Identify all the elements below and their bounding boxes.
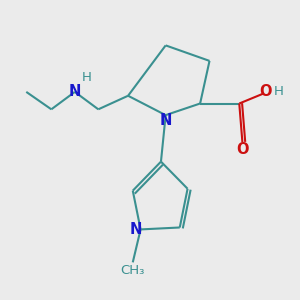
Text: O: O	[259, 84, 272, 99]
Text: N: N	[160, 113, 172, 128]
Text: O: O	[236, 142, 249, 157]
Text: N: N	[69, 84, 81, 99]
Text: H: H	[274, 85, 284, 98]
Text: H: H	[82, 71, 92, 84]
Text: N: N	[130, 222, 142, 237]
Text: CH₃: CH₃	[121, 264, 145, 278]
